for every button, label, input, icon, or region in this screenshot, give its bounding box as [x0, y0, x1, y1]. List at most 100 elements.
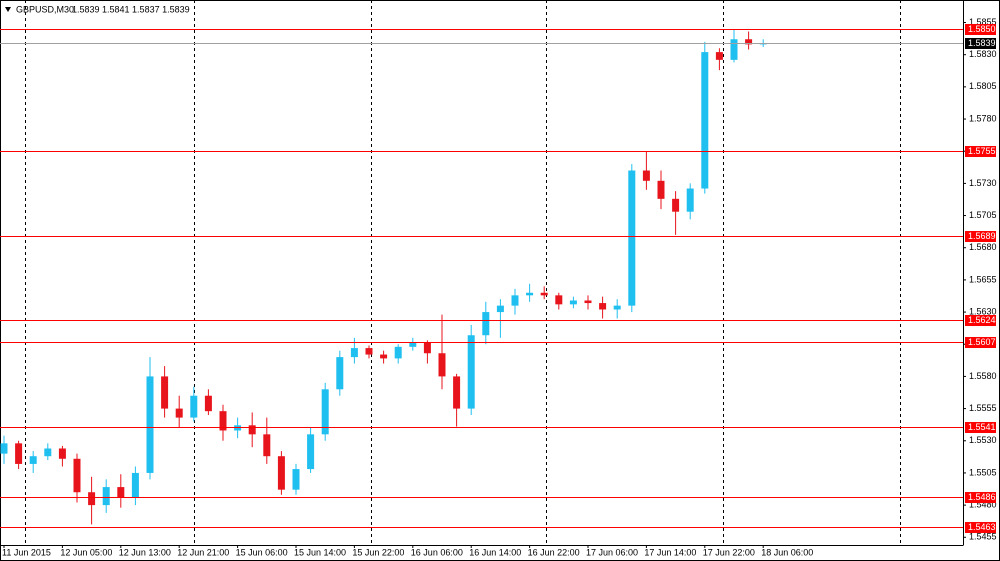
current-price-label: 1.5839 [968, 38, 996, 48]
candle-body [15, 443, 23, 464]
level-label-box [965, 231, 996, 242]
candle-body [555, 295, 563, 305]
candle-body [73, 458, 81, 493]
candle-body [467, 335, 475, 409]
candle-body [613, 305, 621, 310]
level-label: 1.5624 [968, 315, 996, 325]
candle-body [657, 180, 665, 199]
x-tick-label: 17 Jun 06:00 [586, 547, 638, 557]
candle-body [0, 443, 8, 454]
x-tick-label: 11 Jun 2015 [2, 547, 51, 557]
candle-body [204, 395, 212, 412]
level-label-box [965, 522, 996, 533]
candle-body [409, 342, 417, 347]
level-label: 1.5541 [968, 422, 996, 432]
candle-body [263, 434, 271, 457]
candle-body [102, 487, 110, 506]
candle-body [292, 469, 300, 490]
y-tick-label: 1.5480 [969, 499, 997, 509]
candle-body [526, 292, 534, 296]
y-tick-label: 1.5530 [969, 435, 997, 445]
candle-body [307, 434, 315, 470]
candle-body [438, 353, 446, 377]
x-tick-label: 15 Jun 06:00 [236, 547, 288, 557]
quote: 1.5839 1.5841 1.5837 1.5839 [72, 4, 190, 14]
level-label-box [965, 146, 996, 157]
level-label: 1.5607 [968, 337, 996, 347]
x-tick-label: 15 Jun 14:00 [294, 547, 346, 557]
x-tick-label: 17 Jun 22:00 [703, 547, 755, 557]
candle-body [672, 198, 680, 212]
y-tick-label: 1.5580 [969, 371, 997, 381]
level-label: 1.5463 [968, 522, 996, 532]
candle-body [423, 342, 431, 354]
candle-body [350, 348, 358, 358]
level-label-box [965, 337, 996, 348]
y-tick-label: 1.5655 [969, 274, 997, 284]
y-tick-label: 1.5805 [969, 81, 997, 91]
candle-body [190, 395, 198, 418]
candle-body [175, 408, 183, 418]
y-tick-label: 1.5680 [969, 242, 997, 252]
x-tick-label: 16 Jun 22:00 [528, 547, 580, 557]
y-tick-label: 1.5730 [969, 178, 997, 188]
candle-body [146, 376, 154, 473]
candle-body [511, 295, 519, 306]
level-label-box [965, 492, 996, 503]
level-label: 1.5755 [968, 146, 996, 156]
candle-body [599, 303, 607, 310]
candle-body [117, 487, 125, 498]
candle-body [540, 292, 548, 296]
candle-body [701, 52, 709, 189]
level-label: 1.5486 [968, 492, 996, 502]
y-tick-label: 1.5830 [969, 49, 997, 59]
candle-body [44, 448, 52, 457]
x-tick-label: 12 Jun 05:00 [60, 547, 112, 557]
candle-body [58, 448, 66, 459]
candle-body [569, 300, 577, 305]
collapse-arrow[interactable] [5, 7, 11, 12]
day-separators [25, 0, 901, 545]
y-tick-label: 1.5780 [969, 113, 997, 123]
candle-body [584, 300, 592, 304]
candle-body [131, 472, 139, 498]
y-tick-label: 1.5555 [969, 403, 997, 413]
candle-body [248, 425, 256, 435]
candle-body [88, 492, 96, 506]
y-tick-label: 1.5455 [969, 532, 997, 542]
level-label-box [965, 315, 996, 326]
y-tick-label: 1.5505 [969, 467, 997, 477]
x-tick-label: 16 Jun 14:00 [469, 547, 521, 557]
candle-body [628, 170, 636, 306]
candle-body [482, 312, 490, 336]
candle-body [715, 52, 723, 60]
candle-body [394, 346, 402, 359]
candle-body [730, 39, 738, 60]
x-tick-label: 12 Jun 21:00 [177, 547, 229, 557]
candle-body [336, 357, 344, 390]
current-price-box [965, 38, 996, 49]
level-label-box [965, 422, 996, 433]
candle-body [642, 170, 650, 181]
level-label: 1.5850 [968, 24, 996, 34]
candle-body [745, 39, 753, 45]
candle-body [453, 376, 461, 409]
y-tick-label: 1.5630 [969, 306, 997, 316]
x-tick-label: 16 Jun 06:00 [411, 547, 463, 557]
x-tick-label: 18 Jun 06:00 [761, 547, 813, 557]
candle-body [277, 456, 285, 490]
candle-body [321, 389, 329, 435]
candle-body [161, 376, 169, 409]
y-tick-label: 1.5705 [969, 210, 997, 220]
x-tick-label: 17 Jun 14:00 [644, 547, 696, 557]
candle-body [380, 354, 388, 359]
candle-body [686, 188, 694, 212]
symbol: GBPUSD,M30 [16, 4, 74, 14]
candle-body [365, 348, 373, 355]
x-tick-label: 15 Jun 22:00 [352, 547, 404, 557]
level-label-box [965, 24, 996, 35]
x-tick-label: 12 Jun 13:00 [119, 547, 171, 557]
level-label: 1.5689 [968, 231, 996, 241]
